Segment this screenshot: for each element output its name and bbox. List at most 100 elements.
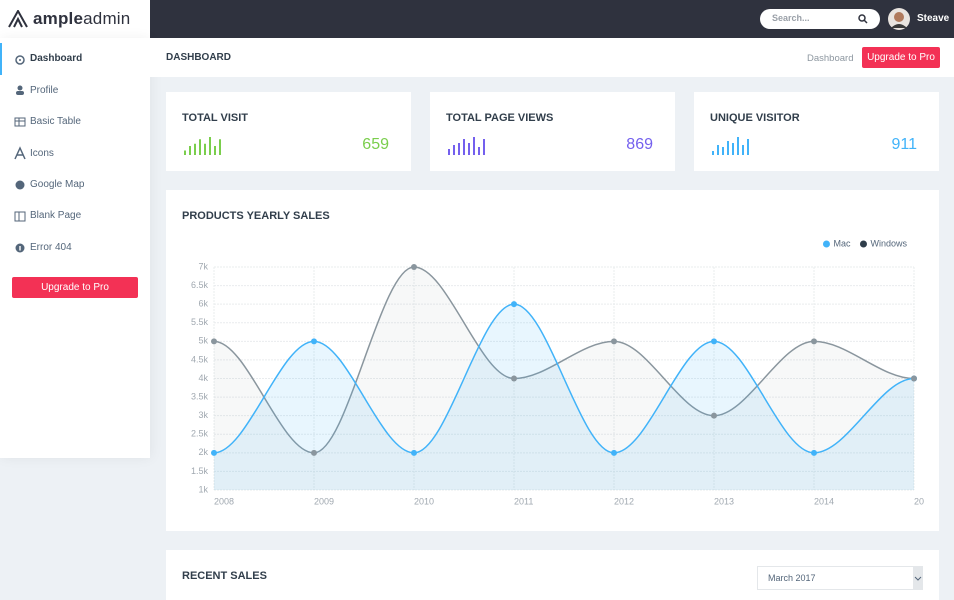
legend-dot xyxy=(859,240,867,248)
x-tick-label: 2009 xyxy=(314,496,334,506)
y-tick-label: 1k xyxy=(198,484,208,494)
recent-sales-title: RECENT SALES xyxy=(182,570,267,582)
spark-bar xyxy=(737,137,739,155)
point xyxy=(211,338,217,345)
point xyxy=(311,449,317,456)
logo-icon xyxy=(8,10,28,28)
nav-item[interactable]: Blank Page xyxy=(30,210,82,221)
nav-item[interactable]: Dashboard xyxy=(30,53,83,64)
legend-dot xyxy=(822,240,830,248)
y-tick-label: 6k xyxy=(198,299,208,309)
legend-label: Windows xyxy=(870,238,907,248)
search-icon xyxy=(858,14,868,24)
y-tick-label: 4.5k xyxy=(191,354,209,364)
spark-bar xyxy=(184,150,186,155)
point xyxy=(511,375,517,382)
point xyxy=(211,449,217,456)
spark-bar xyxy=(712,151,714,155)
legend-label: Mac xyxy=(833,238,851,248)
stat-value: 659 xyxy=(362,136,389,153)
user-name[interactable]: Steave xyxy=(917,13,950,24)
upgrade-button[interactable]: Upgrade to Pro xyxy=(862,47,940,68)
spark-bar xyxy=(732,143,734,155)
chart: PRODUCTS YEARLY SALES 2008 2009 2010 2011 20… xyxy=(182,210,934,506)
upgrade-button[interactable]: Upgrade to Pro xyxy=(12,277,138,298)
y-tick-label: 4k xyxy=(198,373,208,383)
y-tick-label: 3k xyxy=(198,410,208,420)
spark-bar xyxy=(463,139,465,155)
line xyxy=(213,303,915,454)
y-tick-label: 7k xyxy=(198,261,208,271)
spark-bar xyxy=(478,147,480,155)
nav-item[interactable]: Google Map xyxy=(30,179,85,190)
point xyxy=(411,264,417,270)
nav-item[interactable]: Basic Table xyxy=(30,116,81,127)
spark-bar xyxy=(722,147,724,155)
spark-bar xyxy=(189,146,191,155)
month-select[interactable]: March 2017 xyxy=(757,566,923,590)
avatar[interactable] xyxy=(888,8,910,30)
x-tick-label: 2012 xyxy=(614,496,634,506)
point xyxy=(611,449,617,456)
brand-light: admin xyxy=(83,9,131,28)
stat-value: 911 xyxy=(891,136,917,153)
breadcrumb[interactable]: Dashboard xyxy=(807,53,854,64)
x-tick-label: 2008 xyxy=(214,496,234,506)
spark-bar xyxy=(214,146,216,155)
sparkline xyxy=(712,137,749,155)
select-value: March 2017 xyxy=(768,573,816,583)
x-tick-label: 2010 xyxy=(414,496,434,506)
stat-card: TOTAL PAGE VIEWS 869 xyxy=(430,92,675,171)
y-tick-label: 6.5k xyxy=(191,280,209,290)
page-title: DASHBOARD xyxy=(166,52,231,63)
point xyxy=(811,338,817,345)
spark-bar xyxy=(717,145,719,155)
spark-bar xyxy=(194,143,196,155)
x-tick-label: 2015 xyxy=(914,496,934,506)
spark-bar xyxy=(199,139,201,155)
point xyxy=(311,338,317,345)
y-tick-label: 5.5k xyxy=(191,317,209,327)
point xyxy=(411,449,417,456)
sidebar: Upgrade to Pro Dashboard Profile Basic Tab… xyxy=(0,38,150,458)
select-arrow xyxy=(913,567,923,589)
stat-value: 869 xyxy=(626,136,653,153)
point xyxy=(611,338,617,345)
nav-item[interactable]: Icons xyxy=(30,148,54,159)
point xyxy=(711,338,717,345)
chart-card: PRODUCTS YEARLY SALES 2008 2009 2010 2011 20… xyxy=(166,190,939,531)
spark-bar xyxy=(453,145,455,155)
logo-area[interactable]: ampleadmin xyxy=(0,0,150,38)
stat-card: UNIQUE VISITOR 911 xyxy=(694,92,939,171)
nav-item[interactable]: Error 404 xyxy=(30,242,72,253)
x-tick-label: 2013 xyxy=(714,496,734,506)
x-tick-label: 2014 xyxy=(814,496,834,506)
stat-title: UNIQUE VISITOR xyxy=(710,112,800,124)
point xyxy=(911,375,917,382)
x-tick-label: 2011 xyxy=(514,496,533,506)
spark-bar xyxy=(742,145,744,155)
sparkline xyxy=(448,137,485,155)
nav-item[interactable]: Profile xyxy=(30,85,59,96)
spark-bar xyxy=(727,141,729,155)
spark-bar xyxy=(747,139,749,155)
recent-sales-card: RECENT SALES March 2017 xyxy=(166,550,939,600)
point xyxy=(511,301,517,308)
stat-card: TOTAL VISIT 659 xyxy=(166,92,411,171)
stat-title: TOTAL VISIT xyxy=(182,112,249,124)
point xyxy=(711,412,717,419)
spark-bar xyxy=(448,149,450,155)
chart-title: PRODUCTS YEARLY SALES xyxy=(182,210,330,222)
search-box[interactable]: Search... xyxy=(760,9,880,29)
y-tick-label: 1.5k xyxy=(191,466,209,476)
sparkline xyxy=(184,137,221,155)
spark-bar xyxy=(473,137,475,155)
brand: ampleadmin xyxy=(33,9,130,29)
plot: 2008 2009 2010 2011 2012 2013 2014 2015 xyxy=(211,264,934,506)
spark-bar xyxy=(219,139,221,155)
brand-bold: ample xyxy=(33,9,84,28)
nav-icons xyxy=(14,55,26,253)
point xyxy=(811,449,817,456)
spark-bar xyxy=(468,143,470,155)
